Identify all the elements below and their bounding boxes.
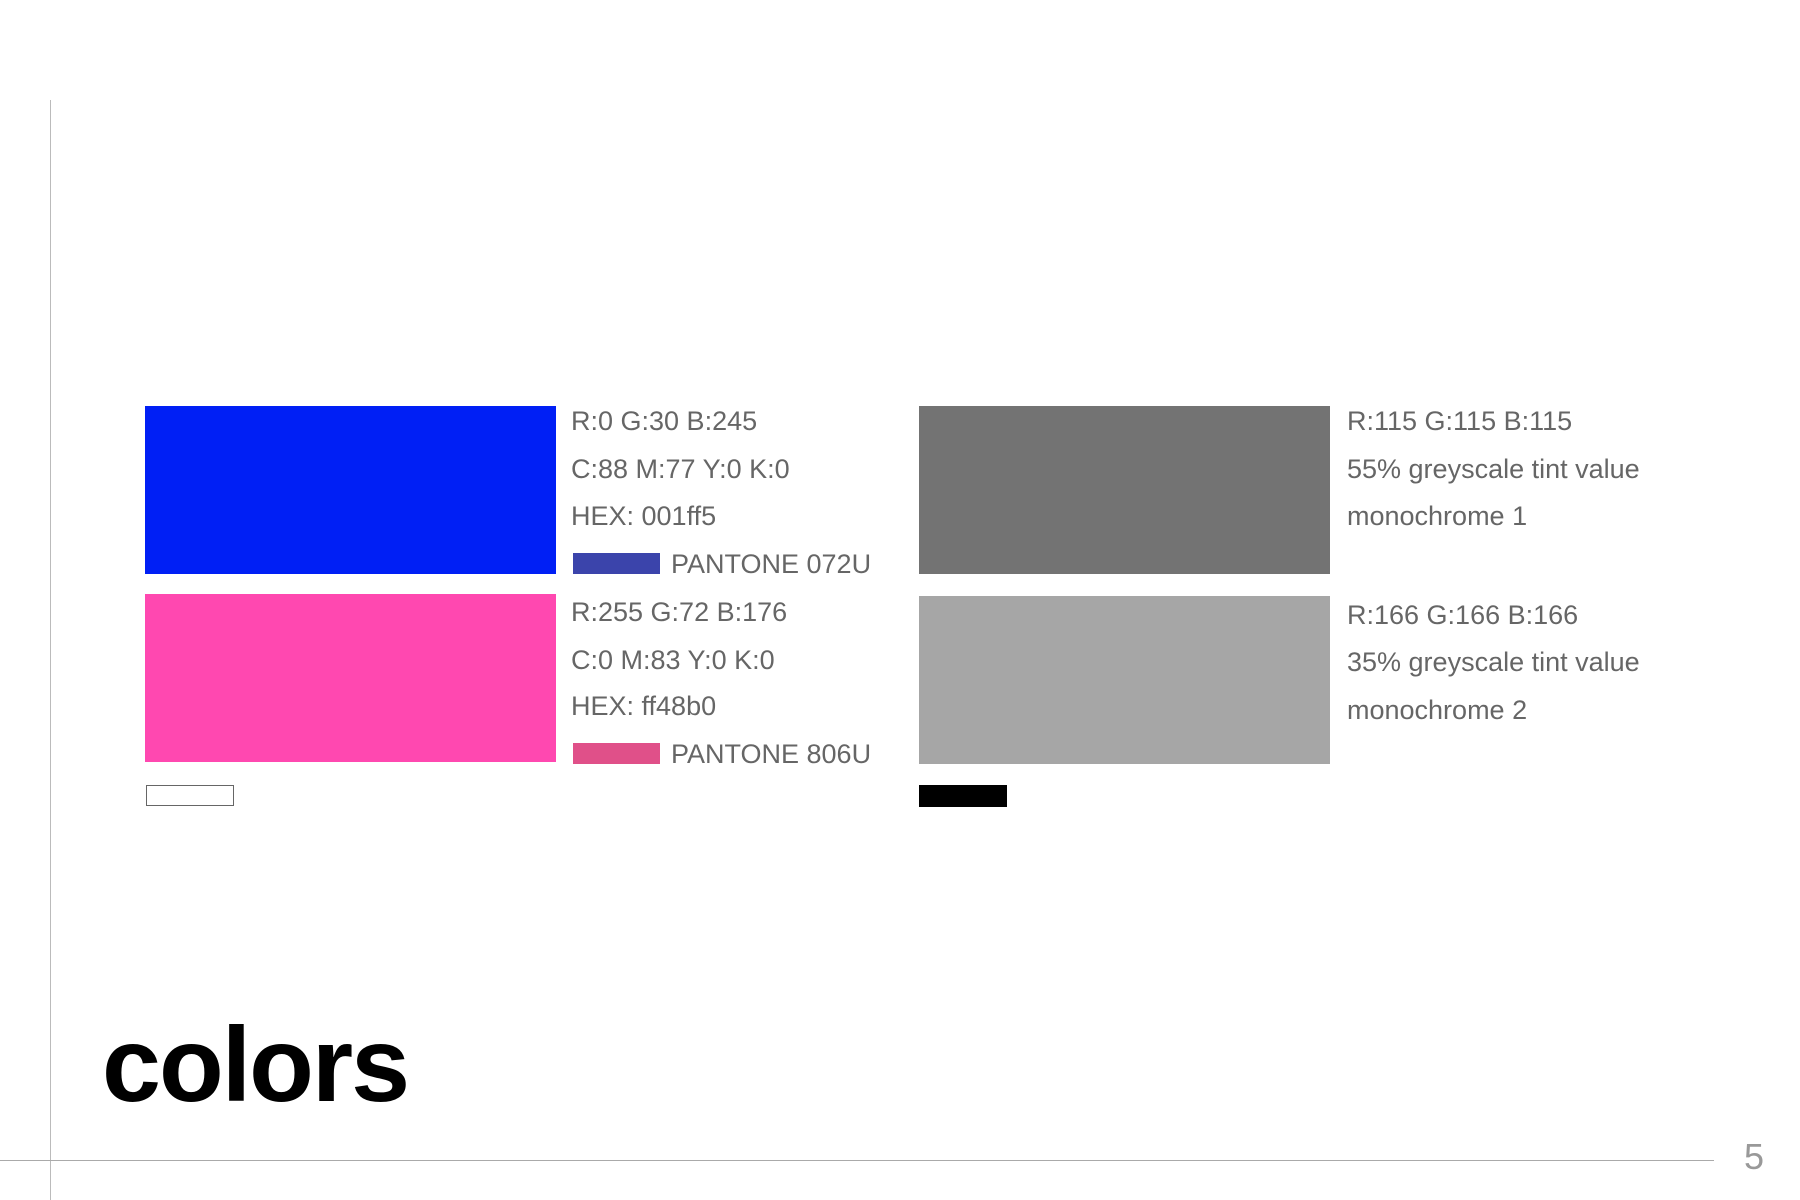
blue-hex: HEX: 001ff5: [571, 501, 717, 531]
mono1-swatch: [919, 406, 1330, 574]
mono2-swatch: [919, 596, 1330, 764]
pink-swatch: [145, 594, 556, 762]
vertical-rule: [50, 100, 51, 1200]
blue-pantone-chip: [573, 553, 660, 574]
mono1-rgb: R:115 G:115 B:115: [1347, 406, 1573, 436]
pink-pantone: PANTONE 806U: [671, 739, 872, 769]
pink-cmyk: C:0 M:83 Y:0 K:0: [571, 645, 775, 675]
black-chip: [919, 785, 1007, 807]
page-title: colors: [102, 1006, 410, 1124]
blue-rgb: R:0 G:30 B:245: [571, 406, 758, 436]
mono1-name: monochrome 1: [1347, 501, 1528, 531]
mono2-name: monochrome 2: [1347, 695, 1528, 725]
blue-swatch: [145, 406, 556, 574]
blue-pantone: PANTONE 072U: [671, 549, 872, 579]
pink-hex: HEX: ff48b0: [571, 691, 717, 721]
page-number: 5: [1744, 1136, 1765, 1177]
pink-rgb: R:255 G:72 B:176: [571, 597, 788, 627]
footer-rule: [0, 1160, 1714, 1161]
mono2-rgb: R:166 G:166 B:166: [1347, 600, 1579, 630]
white-chip: [146, 785, 234, 806]
blue-cmyk: C:88 M:77 Y:0 K:0: [571, 454, 790, 484]
mono2-tint: 35% greyscale tint value: [1347, 647, 1640, 677]
mono1-tint: 55% greyscale tint value: [1347, 454, 1640, 484]
pink-pantone-chip: [573, 743, 660, 764]
